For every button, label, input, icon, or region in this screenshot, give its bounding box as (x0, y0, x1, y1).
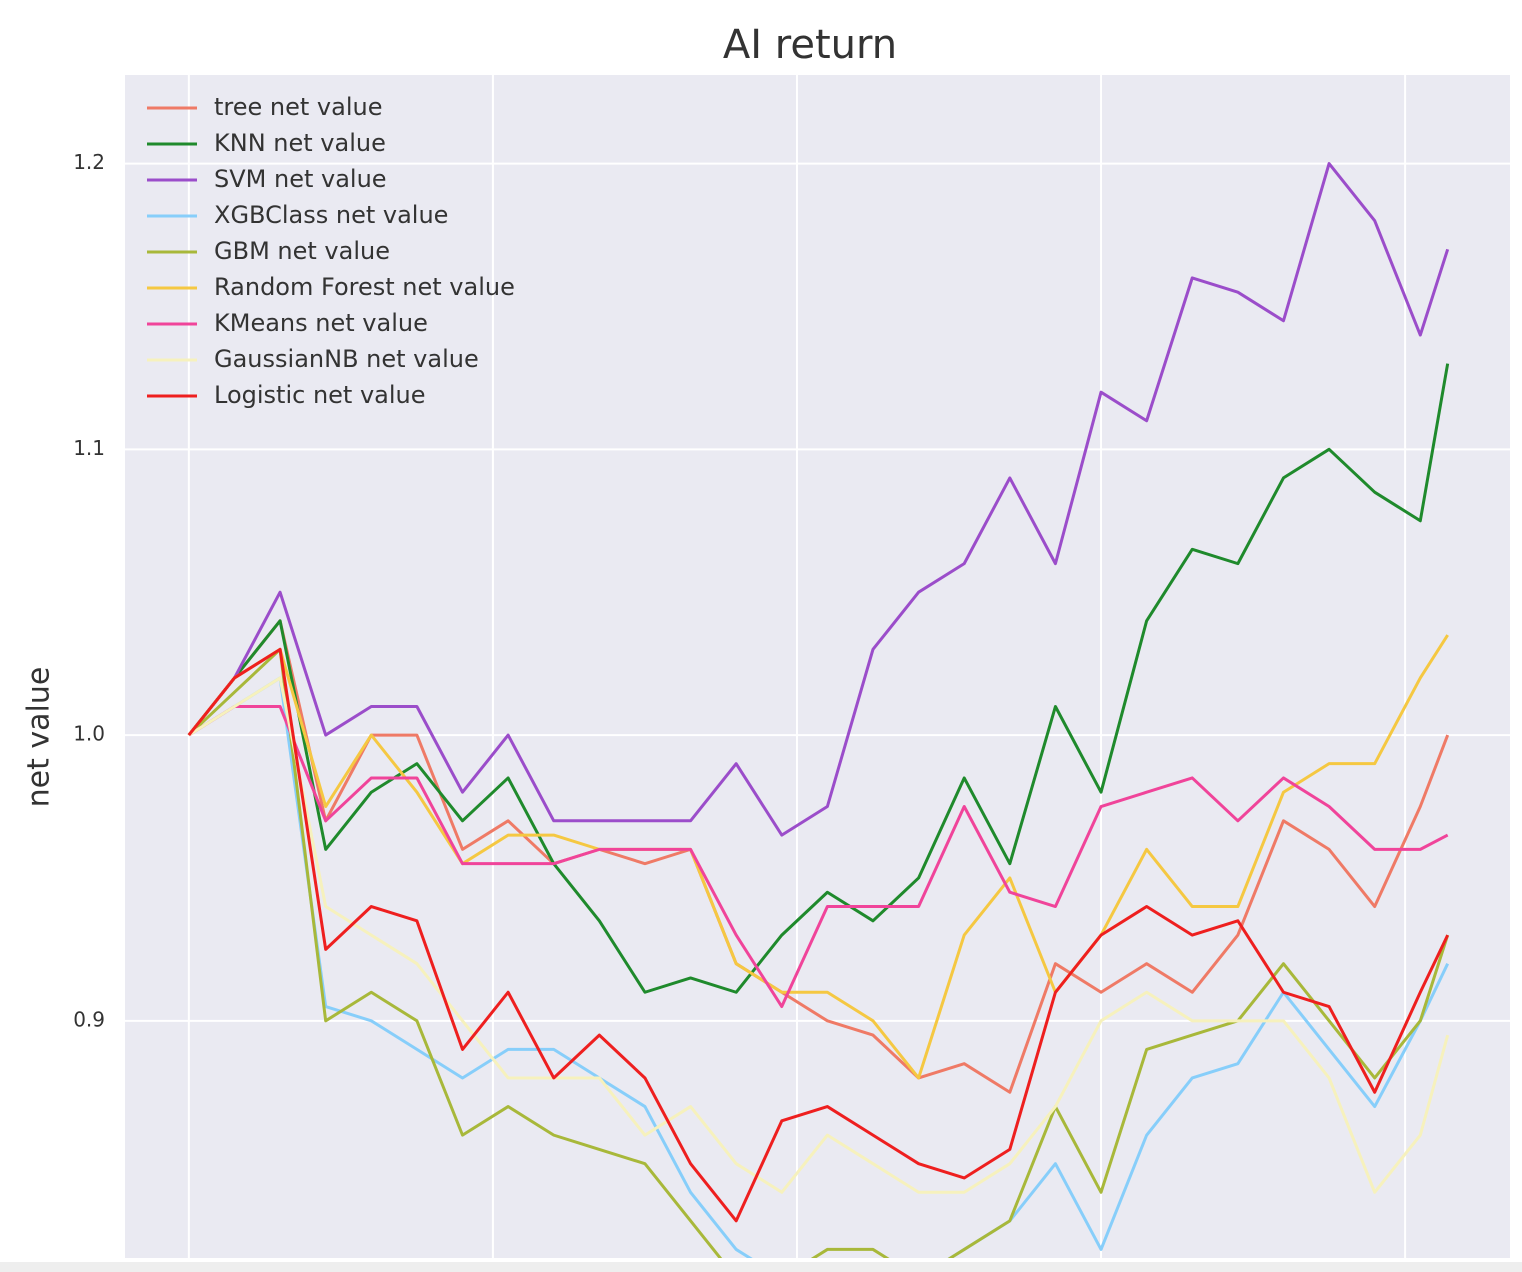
series-line (187, 634, 1449, 1080)
legend-label: KNN net value (214, 129, 386, 157)
legend-label: GaussianNB net value (214, 345, 479, 373)
y-tick-label: 1.2 (73, 150, 105, 174)
legend: tree net value KNN net value SVM net value… (147, 93, 515, 409)
lines (187, 162, 1450, 1258)
legend-label: tree net value (214, 93, 382, 121)
legend-label: SVM net value (214, 165, 387, 193)
series-line (187, 647, 1450, 1223)
y-tick-label: 1.0 (73, 722, 105, 746)
legend-label: Random Forest net value (214, 273, 515, 301)
y-tick-label: 1.1 (73, 436, 105, 460)
series-line (188, 676, 1450, 1194)
plot-area (125, 75, 1510, 1258)
grid (125, 75, 1510, 1258)
legend-label: Logistic net value (214, 381, 426, 409)
series-line (187, 647, 1450, 1258)
bottom-strip (0, 1262, 1522, 1272)
legend-label: GBM net value (214, 237, 390, 265)
series-line (187, 619, 1450, 1094)
y-tick-label: 0.9 (73, 1007, 105, 1031)
chart-title: AI return (723, 22, 897, 68)
series-line (188, 705, 1449, 1009)
y-axis-label: net value (22, 667, 57, 808)
series-line (187, 162, 1450, 837)
legend-label: XGBClass net value (214, 201, 448, 229)
legend-label: KMeans net value (214, 309, 428, 337)
series-line (188, 676, 1450, 1258)
